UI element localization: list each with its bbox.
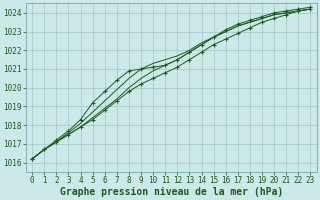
X-axis label: Graphe pression niveau de la mer (hPa): Graphe pression niveau de la mer (hPa) <box>60 186 283 197</box>
